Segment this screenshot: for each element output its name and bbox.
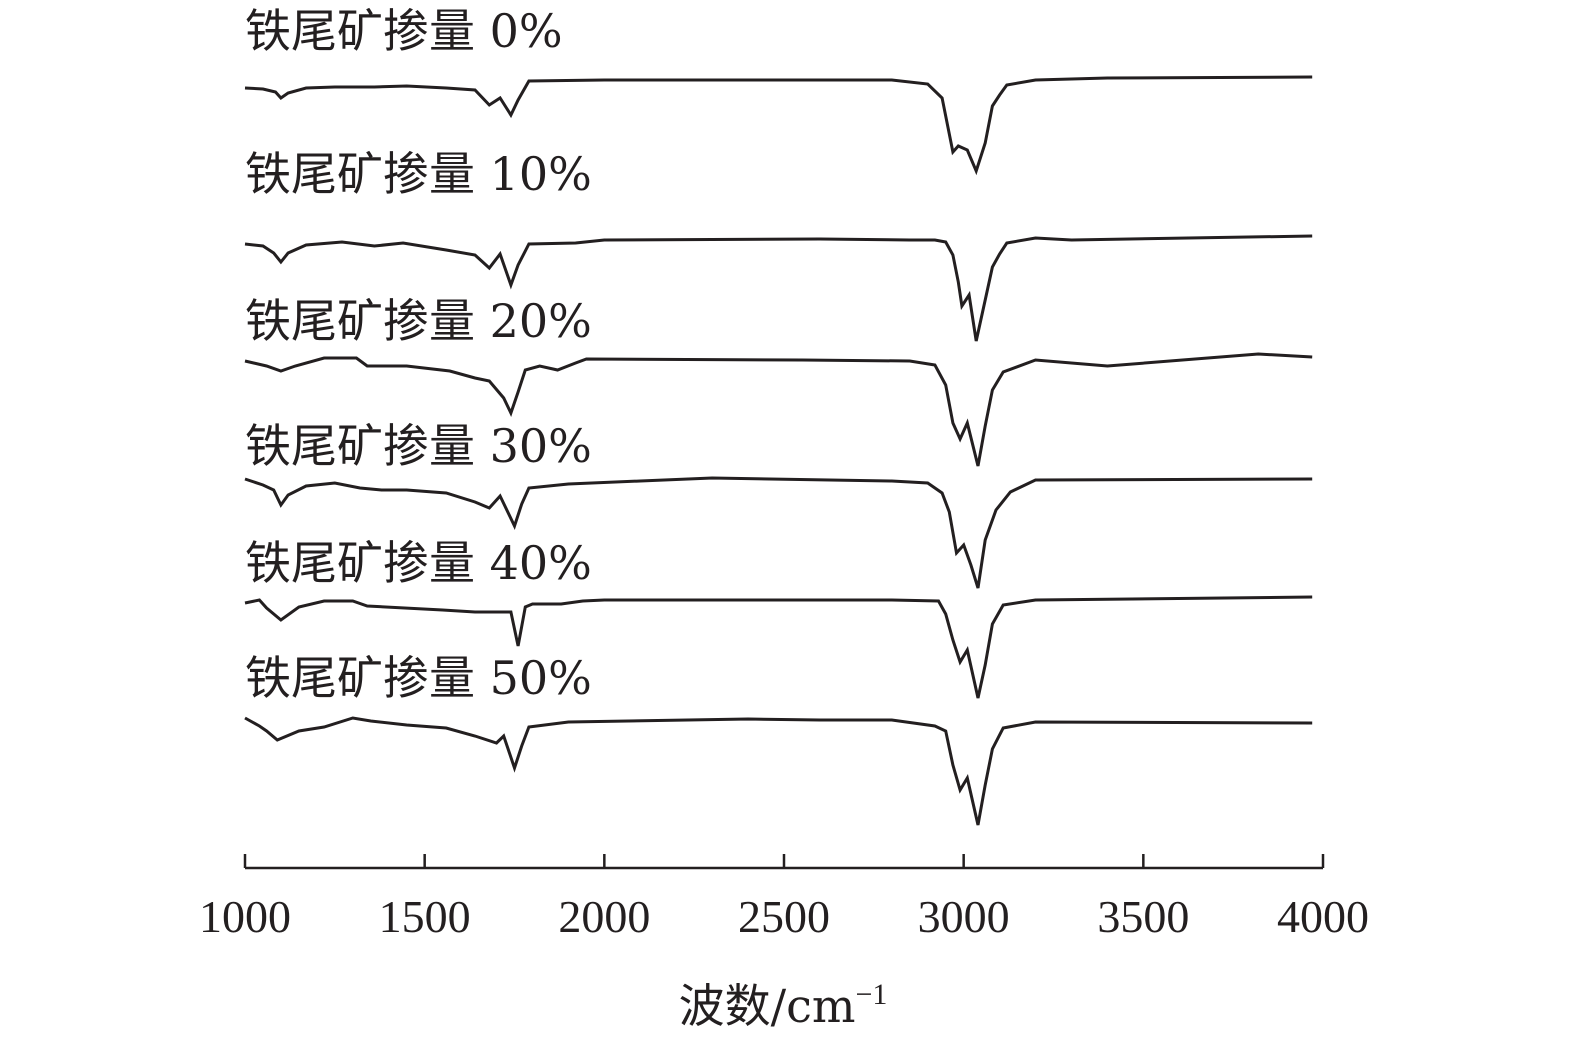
- spectrum-curve-0: [244, 75, 1313, 176]
- x-axis: 1000 1500 2000 2500 3000 3500 4000: [199, 854, 1369, 942]
- spectrum-curve-2: [244, 352, 1313, 467]
- x-tick-label-3500: 3500: [1097, 891, 1189, 942]
- x-axis-title-superscript: −1: [855, 978, 887, 1011]
- spectrum-curve-5: [244, 716, 1313, 826]
- x-tick-label-4000: 4000: [1277, 891, 1369, 942]
- x-tick-label-1000: 1000: [199, 891, 291, 942]
- x-tick-label-2000: 2000: [558, 891, 650, 942]
- spectrum-curve-4: [244, 595, 1313, 699]
- spectra-curves: [244, 75, 1313, 826]
- series-label-2: 铁尾矿掺量 20%: [245, 294, 592, 348]
- series-label-0: 铁尾矿掺量 0%: [245, 4, 563, 58]
- x-tick-label-3000: 3000: [918, 891, 1010, 942]
- x-tick-label-1500: 1500: [379, 891, 471, 942]
- x-axis-title-text: 波数/cm: [679, 979, 856, 1033]
- x-axis-title: 波数/cm−1: [679, 978, 888, 1033]
- series-label-3: 铁尾矿掺量 30%: [245, 419, 592, 473]
- spectrum-curve-1: [244, 234, 1313, 342]
- x-tick-label-2500: 2500: [738, 891, 830, 942]
- series-labels: 铁尾矿掺量 0% 铁尾矿掺量 10% 铁尾矿掺量 20% 铁尾矿掺量 30% 铁尾矿掺量…: [245, 4, 592, 705]
- series-label-1: 铁尾矿掺量 10%: [245, 147, 592, 201]
- spectrum-curve-3: [244, 476, 1313, 589]
- series-label-5: 铁尾矿掺量 50%: [245, 651, 592, 705]
- series-label-4: 铁尾矿掺量 40%: [245, 536, 592, 590]
